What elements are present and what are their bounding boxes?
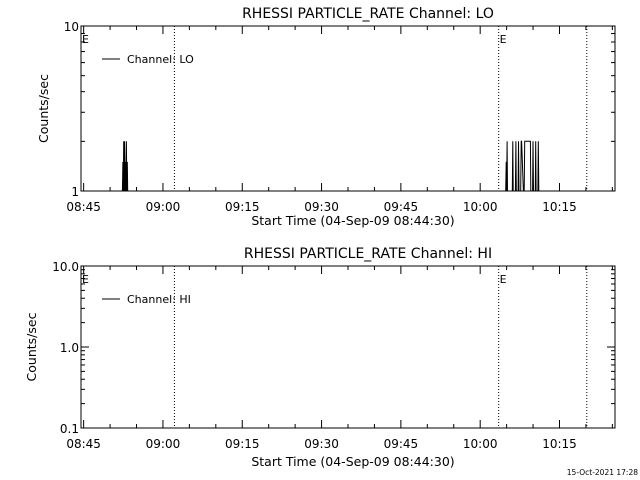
event-marker-label: E xyxy=(500,33,507,46)
chart-panel-lo: RHESSI PARTICLE_RATE Channel: LO 08:45 09:… xyxy=(36,6,616,228)
legend-label: Channel: LO xyxy=(127,53,194,66)
legend-label: Channel: HI xyxy=(127,293,191,306)
x-tick-label: 09:15 xyxy=(225,200,260,214)
y-tick-label: 10 xyxy=(64,20,79,34)
chart-panel-hi: RHESSI PARTICLE_RATE Channel: HI 08:45 09:… xyxy=(24,246,616,469)
plot-frame xyxy=(80,265,616,429)
x-tick-label: 09:30 xyxy=(304,437,339,451)
x-tick-label: 08:45 xyxy=(66,200,101,214)
x-tick-label: 09:45 xyxy=(384,437,419,451)
y-axis-label: Counts/sec xyxy=(24,312,39,381)
event-marker-label: E xyxy=(82,33,89,46)
y-axis-label: Counts/sec xyxy=(36,74,51,143)
chart-title: RHESSI PARTICLE_RATE Channel: HI xyxy=(244,246,492,262)
y-tick-label: 1.0 xyxy=(60,341,79,355)
x-tick-label: 09:00 xyxy=(146,200,181,214)
event-marker-label: E xyxy=(500,273,507,286)
event-marker-label: E xyxy=(82,273,89,286)
x-tick-label: 08:45 xyxy=(66,437,101,451)
x-tick-label: 09:45 xyxy=(384,200,419,214)
x-tick-label: 10:15 xyxy=(542,200,577,214)
y-tick-label: 1 xyxy=(71,185,79,199)
x-tick-label: 10:15 xyxy=(542,437,577,451)
x-tick-label: 10:00 xyxy=(463,200,498,214)
plot-frame xyxy=(80,25,616,192)
chart-title: RHESSI PARTICLE_RATE Channel: LO xyxy=(242,6,494,22)
y-tick-label: 10.0 xyxy=(52,260,79,274)
x-axis-label: Start Time (04-Sep-09 08:44:30) xyxy=(251,454,454,469)
footer-timestamp: 15-Oct-2021 17:28 xyxy=(567,468,638,477)
x-tick-label: 10:00 xyxy=(463,437,498,451)
x-axis-label: Start Time (04-Sep-09 08:44:30) xyxy=(251,213,454,228)
y-tick-label: 0.1 xyxy=(60,422,79,436)
x-tick-label: 09:15 xyxy=(225,437,260,451)
x-tick-label: 09:30 xyxy=(304,200,339,214)
series-line xyxy=(121,140,540,192)
x-tick-label: 09:00 xyxy=(146,437,181,451)
